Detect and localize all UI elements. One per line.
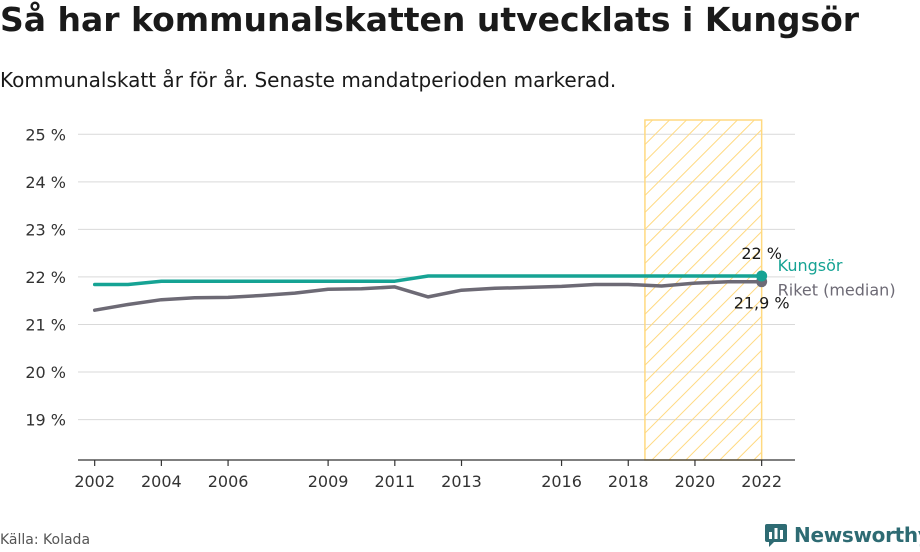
x-axis: 2002 2004 2006 2009 2011 2013 2016 2018 2020 2022 (74, 459, 795, 491)
source-note: Källa: Kolada (0, 532, 91, 548)
x-tick-label: 2022 (741, 472, 782, 491)
y-tick-label: 25 % (25, 125, 66, 144)
series-name-median: Riket (median) (778, 281, 896, 300)
series-labels: Kungsör Riket (median) 22 % 21,9 % (734, 244, 896, 313)
y-tick-label: 20 % (25, 363, 66, 382)
series-name-kungsor: Kungsör (778, 256, 843, 275)
highlight-period (644, 119, 763, 461)
newsworthy-logo: Newsworthy (764, 520, 920, 550)
x-tick-label: 2006 (208, 472, 249, 491)
x-tick-label: 2009 (308, 472, 349, 491)
y-tick-label: 24 % (25, 173, 66, 192)
x-tick-label: 2016 (541, 472, 582, 491)
gridlines (78, 133, 795, 421)
y-tick-label: 21 % (25, 315, 66, 334)
brand-name: Newsworthy (794, 523, 920, 547)
chart-subtitle: Kommunalskatt år för år. Senaste mandatp… (0, 68, 617, 92)
series-end-point-0 (756, 270, 768, 282)
data-label-kungsor: 22 % (741, 244, 782, 263)
y-tick-label: 19 % (25, 411, 66, 430)
x-tick-label: 2002 (74, 472, 115, 491)
x-tick-label: 2020 (675, 472, 716, 491)
chart-title: Så har kommunalskatten utvecklats i Kung… (0, 0, 860, 39)
line-chart: 2002 2004 2006 2009 2011 2013 2016 2018 2020 2022… (25, 119, 896, 491)
bar-chart-icon (765, 524, 787, 547)
y-tick-label: 23 % (25, 220, 66, 239)
y-tick-label: 22 % (25, 268, 66, 287)
y-axis: 19 % 20 % 21 % 22 % 23 % 24 % 25 % (25, 125, 66, 429)
x-tick-label: 2004 (141, 472, 182, 491)
x-tick-label: 2013 (441, 472, 482, 491)
series-line-1 (92, 279, 764, 312)
x-tick-label: 2018 (608, 472, 649, 491)
series-line-0 (92, 274, 764, 287)
data-label-median: 21,9 % (734, 294, 790, 313)
x-tick-label: 2011 (374, 472, 415, 491)
highlight-rect (644, 119, 763, 461)
series-lines (92, 270, 768, 312)
